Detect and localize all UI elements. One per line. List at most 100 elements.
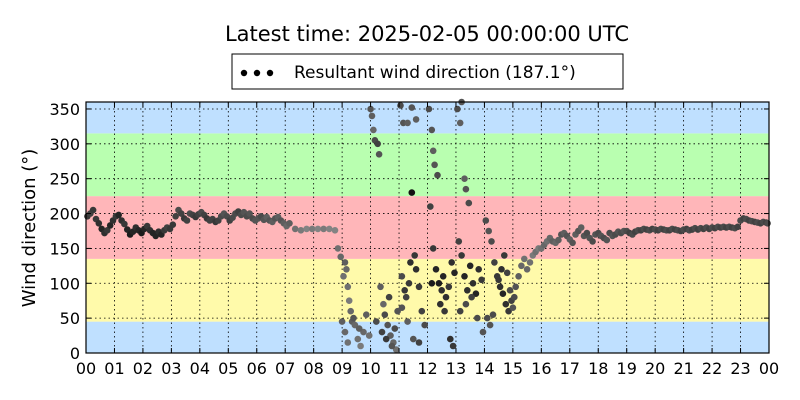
data-point (515, 273, 522, 280)
data-point (447, 335, 454, 343)
data-point (398, 304, 406, 312)
data-point (354, 335, 362, 343)
data-point (320, 225, 327, 233)
legend-label: Resultant wind direction (187.1°) (294, 63, 576, 83)
data-point (350, 314, 357, 322)
direction-band (86, 258, 769, 322)
data-point (89, 206, 97, 214)
data-point (465, 199, 473, 207)
data-point (462, 300, 470, 308)
x-tick-label: 02 (133, 359, 153, 378)
data-point (341, 259, 349, 266)
data-point (466, 262, 474, 270)
data-point (438, 287, 446, 294)
data-point (509, 304, 517, 312)
x-tick-label: 00 (76, 359, 96, 378)
data-point (340, 273, 347, 280)
x-tick-label: 08 (303, 359, 323, 378)
data-point (454, 105, 461, 113)
data-point (374, 140, 382, 148)
data-point (506, 287, 514, 294)
data-point (498, 266, 505, 273)
data-point (475, 266, 483, 273)
y-tick-label: 300 (49, 135, 80, 154)
data-point (172, 213, 179, 220)
data-point (365, 332, 373, 339)
data-point (441, 307, 448, 315)
data-point (104, 227, 111, 234)
data-point (583, 229, 591, 237)
data-point (384, 321, 392, 329)
data-point (462, 185, 470, 193)
data-point (178, 210, 185, 217)
x-tick-label: 18 (588, 359, 608, 378)
data-point (432, 266, 440, 273)
data-point (518, 262, 525, 270)
data-point (458, 252, 465, 259)
grid-lines (86, 102, 769, 353)
data-point (448, 259, 456, 266)
x-tick-label: 03 (161, 359, 181, 378)
x-tick-label: 21 (673, 359, 693, 378)
data-point (412, 266, 420, 273)
data-point (425, 105, 433, 113)
data-point (291, 225, 299, 233)
y-tick-label: 100 (49, 274, 80, 293)
data-point (456, 307, 464, 315)
data-point (341, 328, 349, 336)
data-point (523, 266, 531, 273)
data-point (502, 300, 510, 308)
data-point (344, 283, 352, 291)
data-point (401, 287, 409, 294)
data-point (380, 300, 387, 308)
x-tick-label: 23 (730, 359, 750, 378)
y-tick-label: 350 (49, 100, 80, 119)
data-point (431, 161, 438, 169)
x-tick-label: 19 (617, 359, 637, 378)
data-point (370, 126, 377, 134)
data-point (569, 239, 576, 247)
data-point (429, 245, 437, 252)
data-point (496, 283, 504, 291)
data-point (511, 293, 518, 301)
data-point (373, 318, 380, 325)
data-point (337, 253, 345, 261)
x-tick-label: 17 (560, 359, 580, 378)
data-point (408, 104, 416, 111)
x-tick-label: 07 (275, 359, 295, 378)
data-point (464, 287, 471, 294)
y-tick-label: 0 (70, 344, 80, 363)
data-point (410, 335, 417, 343)
data-point (345, 297, 353, 305)
data-point (468, 293, 475, 301)
data-point (434, 171, 441, 179)
data-point (461, 273, 468, 280)
data-point (398, 273, 406, 280)
y-tick-label: 200 (49, 205, 80, 224)
data-point (408, 189, 416, 196)
data-point (412, 116, 420, 123)
data-point (404, 318, 411, 325)
data-point (388, 342, 396, 350)
data-point (451, 269, 458, 277)
legend: Resultant wind direction (187.1°) (231, 53, 624, 90)
data-point (449, 342, 457, 350)
data-point (461, 175, 468, 182)
data-point (404, 119, 411, 127)
data-point (381, 311, 389, 319)
x-tick-label: 14 (474, 359, 494, 378)
data-point (421, 321, 429, 329)
data-point (501, 252, 508, 259)
x-tick-label: 11 (389, 359, 409, 378)
legend-marker-dot (266, 69, 274, 77)
x-tick-label: 22 (702, 359, 722, 378)
data-point (314, 225, 322, 233)
x-tick-label: 15 (503, 359, 523, 378)
data-point (589, 238, 596, 245)
x-tick-label: 13 (446, 359, 466, 378)
x-tick-label: 12 (417, 359, 437, 378)
data-point (469, 280, 477, 287)
data-point (491, 259, 498, 266)
data-point (456, 119, 464, 127)
data-point (331, 227, 339, 234)
